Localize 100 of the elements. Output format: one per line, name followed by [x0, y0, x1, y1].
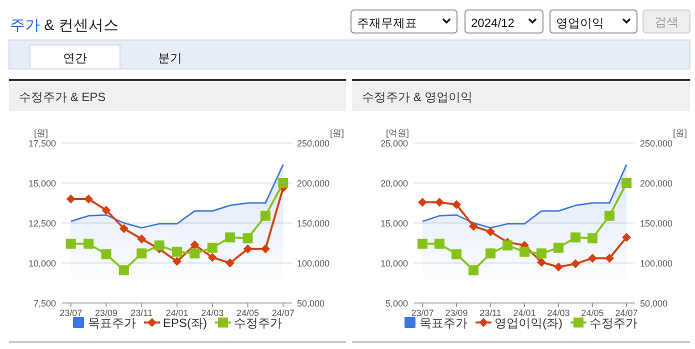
point	[172, 246, 182, 257]
x-tick-label: 24/03	[201, 308, 224, 318]
x-tick-label: 24/03	[547, 308, 570, 318]
y-tick-label: 20,000	[380, 178, 408, 188]
point	[101, 249, 112, 260]
point	[520, 246, 530, 257]
y2-tick-label: 150,000	[640, 218, 673, 228]
point	[84, 194, 94, 204]
legend-label: 수정주가	[234, 316, 282, 330]
point	[102, 206, 111, 215]
legend-label: 수정주가	[590, 316, 638, 330]
y2-tick-label: 250,000	[297, 138, 330, 148]
point	[172, 256, 182, 266]
y2-axis-title: [원]	[673, 128, 688, 138]
point	[190, 248, 200, 258]
point	[260, 244, 270, 254]
y-tick-label: 25,000	[380, 138, 408, 148]
point	[570, 232, 580, 242]
point	[452, 200, 461, 210]
point	[571, 259, 580, 268]
point	[502, 240, 512, 250]
point	[66, 238, 76, 249]
y-tick-label: 5,000	[385, 298, 408, 308]
text: 연간	[63, 51, 87, 65]
text: 영업이익	[556, 16, 604, 30]
point	[119, 224, 128, 234]
y2-tick-label: 100,000	[297, 258, 330, 268]
point	[536, 248, 546, 258]
x-tick-label: 24/01	[513, 308, 536, 318]
x-tick-label: 24/05	[236, 308, 260, 318]
x-tick-label: 24/01	[166, 308, 188, 318]
point	[154, 240, 164, 250]
y2-axis-title: [원]	[330, 128, 344, 138]
point	[278, 178, 288, 188]
text: 주재무제표	[357, 16, 417, 30]
x-tick-label: 24/07	[272, 308, 294, 318]
point	[588, 254, 597, 263]
point	[452, 249, 462, 260]
point	[605, 254, 614, 263]
point	[242, 233, 253, 244]
point	[207, 242, 218, 253]
x-tick-label: 23/07	[411, 308, 434, 318]
point	[434, 238, 444, 249]
point	[435, 198, 444, 207]
point	[243, 244, 252, 254]
point	[622, 178, 632, 188]
y2-tick-label: 200,000	[640, 178, 673, 188]
x-tick-label: 23/11	[480, 308, 502, 318]
y-tick-label: 12,500	[28, 218, 56, 228]
point	[137, 234, 146, 244]
text: 주가 & 컨센서스	[10, 17, 118, 34]
y-axis-title: [원]	[34, 128, 48, 138]
point	[84, 238, 94, 249]
point	[468, 265, 478, 276]
point	[66, 194, 76, 204]
legend-label: 목표주가	[88, 316, 136, 330]
point	[486, 227, 495, 236]
point	[225, 232, 236, 242]
y-tick-label: 10,000	[28, 258, 56, 268]
y-tick-label: 15,000	[380, 218, 408, 228]
point	[469, 222, 478, 231]
point	[136, 248, 147, 258]
x-tick-label: 24/05	[581, 308, 604, 318]
point	[604, 210, 614, 221]
chart-title: 수정주가 & EPS	[19, 90, 106, 104]
y2-tick-label: 150,000	[297, 218, 330, 228]
point	[622, 232, 631, 242]
y2-tick-label: 250,000	[640, 138, 673, 148]
y-tick-label: 10,000	[380, 258, 408, 268]
text: 2024/12	[471, 16, 515, 30]
y-tick-label: 17,500	[28, 138, 56, 148]
x-tick-label: 24/07	[615, 308, 638, 318]
point	[260, 210, 270, 221]
legend-label: 목표주가	[420, 316, 468, 330]
point	[190, 240, 200, 250]
chart-title: 수정주가 & 영업이익	[362, 90, 473, 104]
point	[418, 238, 428, 249]
y2-tick-label: 50,000	[297, 298, 325, 308]
y2-tick-label: 50,000	[640, 298, 668, 308]
y-axis-title: [억원]	[386, 128, 410, 138]
y2-tick-label: 100,000	[640, 258, 673, 268]
point	[418, 198, 427, 207]
legend-label: EPS(좌)	[162, 316, 208, 330]
x-tick-label: 23/09	[94, 308, 118, 318]
x-tick-label: 23/11	[130, 308, 153, 318]
point	[537, 258, 546, 267]
point	[554, 262, 563, 272]
point	[588, 233, 598, 244]
text: 분기	[158, 51, 182, 65]
x-tick-label: 23/07	[60, 308, 82, 318]
point	[226, 258, 235, 268]
legend-label: 영업이익(좌)	[494, 316, 562, 330]
y-tick-label: 7,500	[33, 298, 56, 308]
y-tick-label: 15,000	[28, 178, 56, 188]
point	[554, 242, 564, 253]
point	[208, 252, 217, 262]
point	[486, 248, 496, 258]
y2-tick-label: 200,000	[297, 178, 330, 188]
point	[118, 265, 129, 276]
x-tick-label: 23/09	[445, 308, 468, 318]
